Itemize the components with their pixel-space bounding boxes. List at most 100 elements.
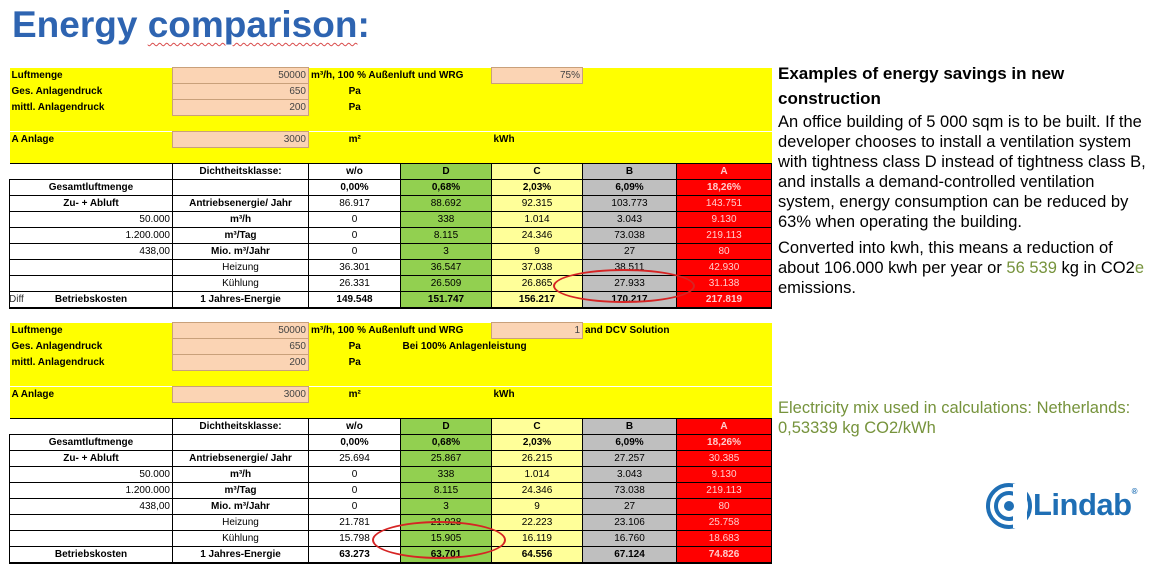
row-label: Zu- + Abluft xyxy=(9,450,173,467)
lindab-logo-icon xyxy=(986,483,1032,529)
savings-paragraph-2: Converted into kwh, this means a reducti… xyxy=(778,238,1148,298)
row-label: Betriebskosten xyxy=(9,291,173,309)
ges-input[interactable]: 650 xyxy=(172,83,309,100)
row-sublabel: Heizung xyxy=(172,259,309,276)
cell-wo: 25.694 xyxy=(308,450,401,467)
cell-c: 1.014 xyxy=(491,466,583,483)
cell-a: 18,26% xyxy=(675,434,773,451)
class-header-row: Dichtheitsklasse: w/o D C B A xyxy=(9,418,773,435)
empty-cell xyxy=(400,83,772,100)
area-label: A Anlage xyxy=(9,386,173,403)
savings-paragraph-1: An office building of 5 000 sqm is to be… xyxy=(778,113,1146,231)
param-row-ges: Ges. Anlagendruck 650 Pa Bei 100% Anlage… xyxy=(9,338,772,355)
cell-b: 27 xyxy=(582,498,677,515)
row-label: 438,00 xyxy=(9,498,173,515)
area-input[interactable]: 3000 xyxy=(172,131,309,148)
title-word-energy: Energy xyxy=(12,4,148,45)
cell-c: 92.315 xyxy=(491,195,583,212)
cell-b: 27 xyxy=(582,243,677,260)
cell-a: 80 xyxy=(676,243,772,260)
mittl-input[interactable]: 200 xyxy=(172,354,309,371)
cell-a: 9.130 xyxy=(675,466,773,483)
cell-a: 9.130 xyxy=(676,211,772,228)
cell-c: 64.556 xyxy=(491,546,583,564)
class-header-row: Dichtheitsklasse: w/o D C B A xyxy=(9,163,772,180)
luftmenge-label: Luftmenge xyxy=(9,67,173,84)
cell-c: 9 xyxy=(491,243,583,260)
cell-c: 16.119 xyxy=(491,530,583,547)
kwh-unit: kWh xyxy=(491,131,583,148)
lindab-logo-text: Lindab® xyxy=(1033,487,1138,523)
table-row: 50.000 m³/h 0 338 1.014 3.043 9.130 xyxy=(9,211,772,228)
row-sublabel xyxy=(172,179,309,196)
title-colon: : xyxy=(357,4,370,45)
mittl-input[interactable]: 200 xyxy=(172,99,309,116)
cell-c: 24.346 xyxy=(491,482,583,499)
cell-d: 338 xyxy=(400,211,492,228)
ges-input[interactable]: 650 xyxy=(172,338,309,355)
spacer-row xyxy=(9,147,772,164)
header-class-b: B xyxy=(582,163,677,180)
area-input[interactable]: 3000 xyxy=(172,386,309,403)
row-sublabel: Kühlung xyxy=(172,275,309,292)
param-row-mittl: mittl. Anlagendruck 200 Pa xyxy=(9,99,772,116)
header-class-b: B xyxy=(582,418,677,435)
table-row: 1.200.000 m³/Tag 0 8.115 24.346 73.038 2… xyxy=(9,227,772,244)
cell-a: 30.385 xyxy=(675,450,773,467)
pa-unit: Pa xyxy=(308,338,401,355)
bei-label: Bei 100% Anlagenleistung xyxy=(400,338,772,355)
cell-b: 16.760 xyxy=(582,530,677,547)
row-sublabel: m³/h xyxy=(172,211,309,228)
cell-d: 3 xyxy=(400,498,492,515)
empty-cell xyxy=(400,354,772,371)
cell-a: 219.113 xyxy=(675,482,773,499)
cell-a: 31.138 xyxy=(676,275,772,292)
spacer-row xyxy=(9,402,772,419)
row-sublabel: Antriebsenergie/ Jahr xyxy=(172,450,309,467)
dcv-label: and DCV Solution xyxy=(582,322,772,339)
empty-cell xyxy=(582,67,772,84)
param-row-mittl: mittl. Anlagendruck 200 Pa xyxy=(9,354,772,371)
cell-wo: 26.331 xyxy=(308,275,401,292)
cell-c: 2,03% xyxy=(491,179,583,196)
savings-heading: Examples of energy savings in new constr… xyxy=(778,64,1065,108)
empty-cell xyxy=(400,386,492,403)
cell-b: 6,09% xyxy=(582,434,677,451)
cell-wo: 0 xyxy=(308,243,401,260)
page-title: Energy comparison: xyxy=(12,4,370,46)
row-label: Gesamtluftmenge xyxy=(9,434,173,451)
luftmenge-unit: m³/h, 100 % Außenluft und WRG xyxy=(308,322,492,339)
cell-b: 23.106 xyxy=(582,514,677,531)
savings-text-block: Examples of energy savings in new constr… xyxy=(778,61,1148,298)
cell-c: 9 xyxy=(491,498,583,515)
diff-label: Diff xyxy=(9,294,24,305)
row-sublabel: Antriebsenergie/ Jahr xyxy=(172,195,309,212)
header-class-c: C xyxy=(491,163,583,180)
luftmenge-unit: m³/h, 100 % Außenluft und WRG xyxy=(308,67,492,84)
table-row: Heizung 21.781 21.928 22.223 23.106 25.7… xyxy=(9,514,773,531)
row-label xyxy=(9,259,173,276)
area-label: A Anlage xyxy=(9,131,173,148)
row-sublabel: Kühlung xyxy=(172,530,309,547)
table-row: Zu- + Abluft Antriebsenergie/ Jahr 86.91… xyxy=(9,195,772,212)
ges-label: Ges. Anlagendruck xyxy=(9,83,173,100)
row-label xyxy=(9,275,173,292)
param-row-area: A Anlage 3000 m² kWh xyxy=(9,386,772,403)
cell-a: 42.930 xyxy=(676,259,772,276)
param-row-luftmenge: Luftmenge 50000 m³/h, 100 % Außenluft un… xyxy=(9,322,772,339)
cell-wo: 0 xyxy=(308,466,401,483)
cell-d: 26.509 xyxy=(400,275,492,292)
row-label xyxy=(9,530,173,547)
luftmenge-input[interactable]: 50000 xyxy=(172,322,309,339)
cell-b: 6,09% xyxy=(582,179,677,196)
luftmenge-input[interactable]: 50000 xyxy=(172,67,309,84)
cell-b: 73.038 xyxy=(582,482,677,499)
row-sublabel: m³/Tag xyxy=(172,227,309,244)
wrg-input[interactable]: 75% xyxy=(491,67,583,84)
param-row-area: A Anlage 3000 m² kWh xyxy=(9,131,772,148)
cell-b: 27.257 xyxy=(582,450,677,467)
row-label: Betriebskosten xyxy=(9,546,173,564)
table-row: Zu- + Abluft Antriebsenergie/ Jahr 25.69… xyxy=(9,450,773,467)
cell-wo: 0 xyxy=(308,482,401,499)
wrg-input[interactable]: 1 xyxy=(491,322,583,339)
